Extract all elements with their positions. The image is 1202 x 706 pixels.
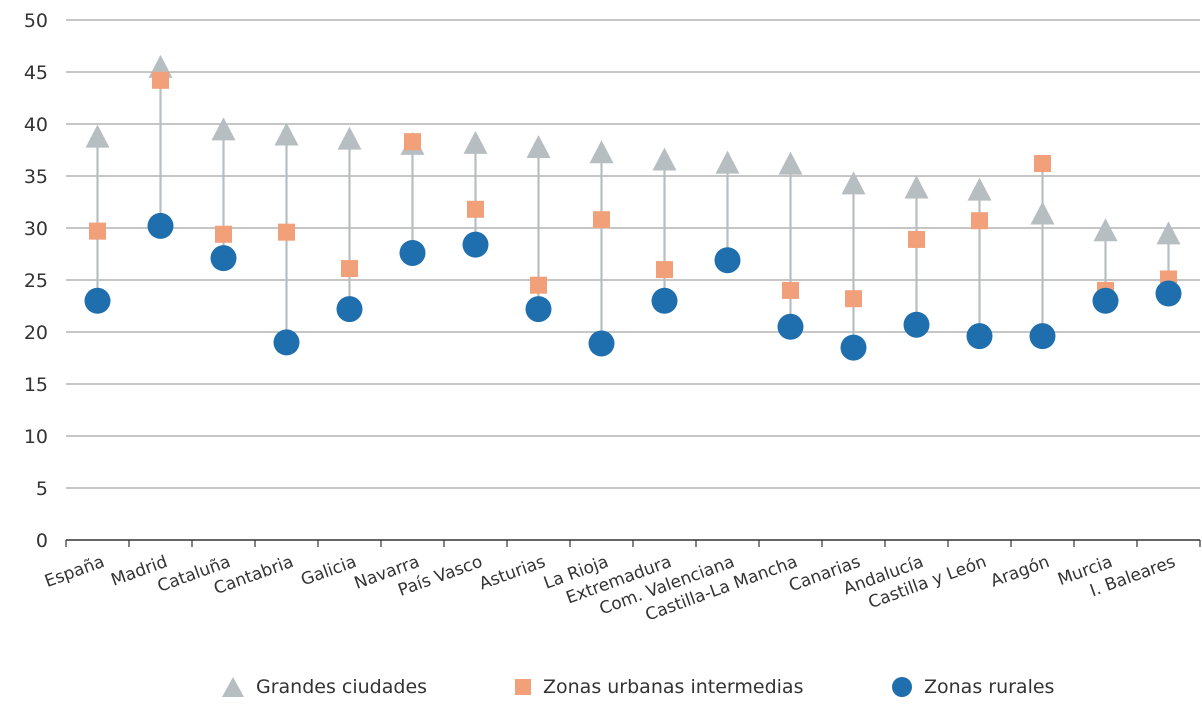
marker-grandes-ciudades: [1093, 218, 1118, 242]
marker-zonas-rurales: [210, 245, 237, 272]
marker-grandes-ciudades: [337, 126, 362, 150]
range-lines: [96, 69, 1170, 348]
marker-zonas-rurales: [966, 323, 993, 350]
marker-zonas-urbanas-intermedias: [656, 261, 673, 279]
marker-grandes-ciudades: [85, 124, 110, 148]
y-tick-label: 40: [24, 114, 48, 136]
marker-grandes-ciudades: [463, 130, 488, 154]
marker-zonas-urbanas-intermedias: [341, 260, 358, 278]
marker-zonas-rurales: [336, 296, 363, 323]
marker-grandes-ciudades: [652, 147, 677, 171]
x-axis: [65, 539, 1201, 547]
marker-zonas-rurales: [525, 296, 552, 323]
y-tick-label: 0: [36, 530, 48, 552]
marker-zonas-rurales: [462, 231, 489, 258]
square-marker-icon: [515, 679, 531, 695]
legend-item-grandes-ciudades: Grandes ciudades: [222, 676, 427, 698]
marker-zonas-urbanas-intermedias: [530, 276, 547, 294]
legend-item-zonas-urbanas-intermedias: Zonas urbanas intermedias: [515, 676, 803, 698]
marker-zonas-rurales: [714, 247, 741, 274]
x-tick-label: España: [42, 552, 107, 592]
marker-grandes-ciudades: [589, 140, 614, 164]
grid-lines: [66, 19, 1200, 489]
triangle-marker-icon: [222, 677, 244, 697]
marker-grandes-ciudades: [526, 135, 551, 158]
marker-zonas-rurales: [1092, 287, 1119, 314]
y-tick-label: 15: [24, 374, 48, 396]
marker-zonas-urbanas-intermedias: [908, 230, 925, 248]
marker-grandes-ciudades: [904, 175, 929, 199]
marker-zonas-urbanas-intermedias: [404, 133, 421, 151]
marker-zonas-urbanas-intermedias: [845, 290, 862, 308]
x-tick-label: Galicia: [298, 552, 359, 590]
y-tick-label: 20: [24, 322, 48, 344]
y-axis-ticks: 0 5 10 15 20 25 30 35 40 45 50: [24, 10, 48, 552]
marker-zonas-rurales: [651, 287, 678, 314]
marker-zonas-rurales: [777, 313, 804, 340]
marker-zonas-rurales: [840, 334, 867, 361]
marker-zonas-rurales: [399, 239, 426, 266]
legend-item-zonas-rurales: Zonas rurales: [892, 676, 1054, 698]
legend-label: Grandes ciudades: [256, 676, 428, 698]
marker-zonas-urbanas-intermedias: [152, 71, 169, 89]
y-tick-label: 10: [24, 426, 48, 448]
marker-zonas-urbanas-intermedias: [467, 200, 484, 218]
y-tick-label: 30: [24, 218, 48, 240]
y-tick-label: 35: [24, 166, 48, 188]
marker-grandes-ciudades: [715, 150, 740, 174]
legend-label: Zonas rurales: [924, 676, 1055, 698]
marker-zonas-urbanas-intermedias: [782, 281, 799, 299]
marker-zonas-rurales: [273, 329, 300, 356]
y-tick-label: 25: [24, 270, 48, 292]
marker-grandes-ciudades: [778, 151, 803, 175]
marker-grandes-ciudades: [274, 122, 299, 146]
marker-zonas-urbanas-intermedias: [215, 225, 232, 243]
marker-grandes-ciudades: [841, 171, 866, 195]
marker-grandes-ciudades: [1030, 201, 1055, 225]
legend: Grandes ciudades Zonas urbanas intermedi…: [0, 676, 1202, 706]
marker-zonas-rurales: [1029, 323, 1056, 350]
marker-zonas-rurales: [84, 287, 111, 314]
circle-marker-icon: [892, 677, 912, 697]
y-tick-label: 50: [24, 10, 48, 32]
marker-grandes-ciudades: [967, 177, 992, 201]
marker-zonas-urbanas-intermedias: [278, 223, 295, 241]
marker-zonas-rurales: [903, 311, 930, 338]
x-tick-label: Asturias: [477, 552, 549, 594]
marker-zonas-rurales: [1155, 280, 1182, 307]
marker-zonas-rurales: [147, 212, 174, 239]
marker-zonas-rurales: [588, 330, 615, 357]
marker-grandes-ciudades: [211, 117, 236, 141]
marker-zonas-urbanas-intermedias: [1034, 155, 1051, 173]
y-tick-label: 5: [36, 478, 48, 500]
marker-zonas-urbanas-intermedias: [89, 222, 106, 240]
marker-grandes-ciudades: [1156, 221, 1181, 245]
marker-zonas-urbanas-intermedias: [971, 212, 988, 230]
marker-zonas-urbanas-intermedias: [593, 211, 610, 229]
legend-label: Zonas urbanas intermedias: [543, 676, 804, 698]
data-markers: [84, 54, 1182, 361]
y-tick-label: 45: [24, 62, 48, 84]
x-tick-label: Aragón: [988, 552, 1052, 592]
